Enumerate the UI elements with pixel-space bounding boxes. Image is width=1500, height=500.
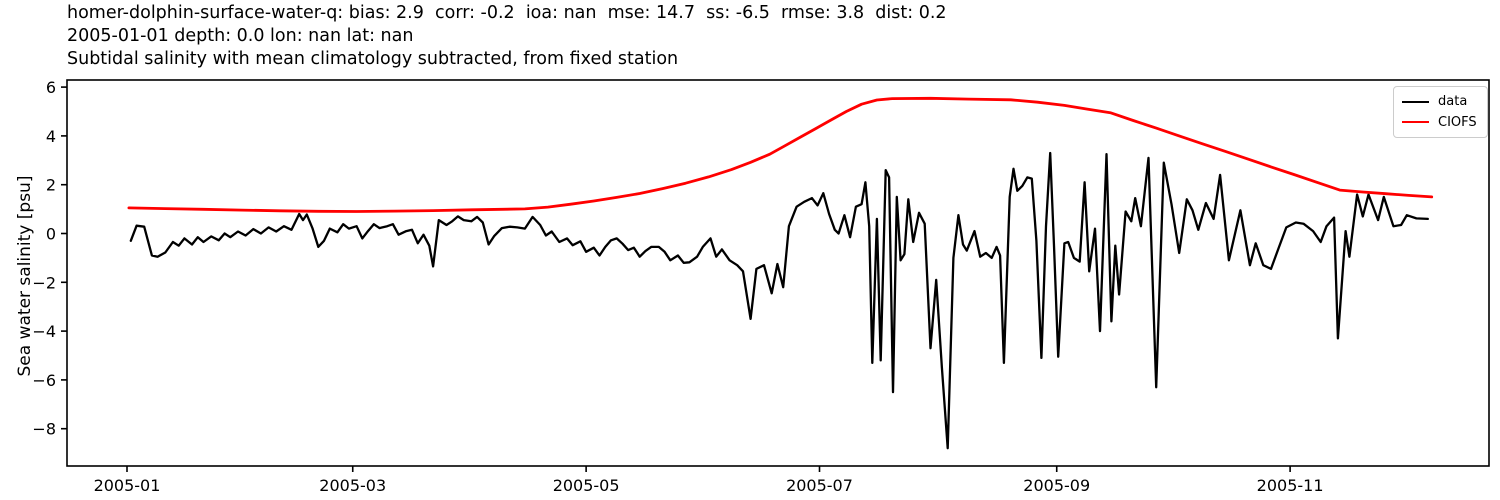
y-tick-label: −6 xyxy=(32,371,56,390)
y-tick-label: −2 xyxy=(32,273,56,292)
y-tick-label: 0 xyxy=(46,225,56,244)
legend-entry-ciofs: CIOFS xyxy=(1402,115,1479,130)
legend-entry-data: data xyxy=(1402,94,1479,109)
series-line-data xyxy=(129,151,1429,450)
y-tick-label: 6 xyxy=(46,78,56,97)
y-tick-label: −8 xyxy=(32,420,56,439)
data-line-swatch xyxy=(1402,100,1429,103)
legend-label-data: data xyxy=(1438,94,1468,110)
x-tick-label: 2005-11 xyxy=(1257,476,1324,495)
plot-border xyxy=(66,79,1490,467)
legend: data CIOFS xyxy=(1393,86,1488,138)
title-line-subtitle: Subtidal salinity with mean climatology … xyxy=(67,49,679,69)
title-block: homer-dolphin-surface-water-q: bias: 2.9… xyxy=(67,2,947,71)
x-tick-label: 2005-03 xyxy=(319,476,386,495)
x-tick-label: 2005-07 xyxy=(786,476,853,495)
title-line-metadata: 2005-01-01 depth: 0.0 lon: nan lat: nan xyxy=(67,26,414,46)
y-tick-label: −4 xyxy=(32,322,56,341)
ciofs-line-swatch xyxy=(1402,121,1429,124)
x-tick-label: 2005-05 xyxy=(553,476,620,495)
legend-label-ciofs: CIOFS xyxy=(1438,114,1477,130)
title-line-stats: homer-dolphin-surface-water-q: bias: 2.9… xyxy=(67,3,947,23)
series-line-CIOFS xyxy=(127,96,1434,213)
y-tick-label: 4 xyxy=(46,127,56,146)
x-tick-label: 2005-09 xyxy=(1023,476,1090,495)
y-tick-label: 2 xyxy=(46,176,56,195)
x-tick-label: 2005-01 xyxy=(94,476,161,495)
